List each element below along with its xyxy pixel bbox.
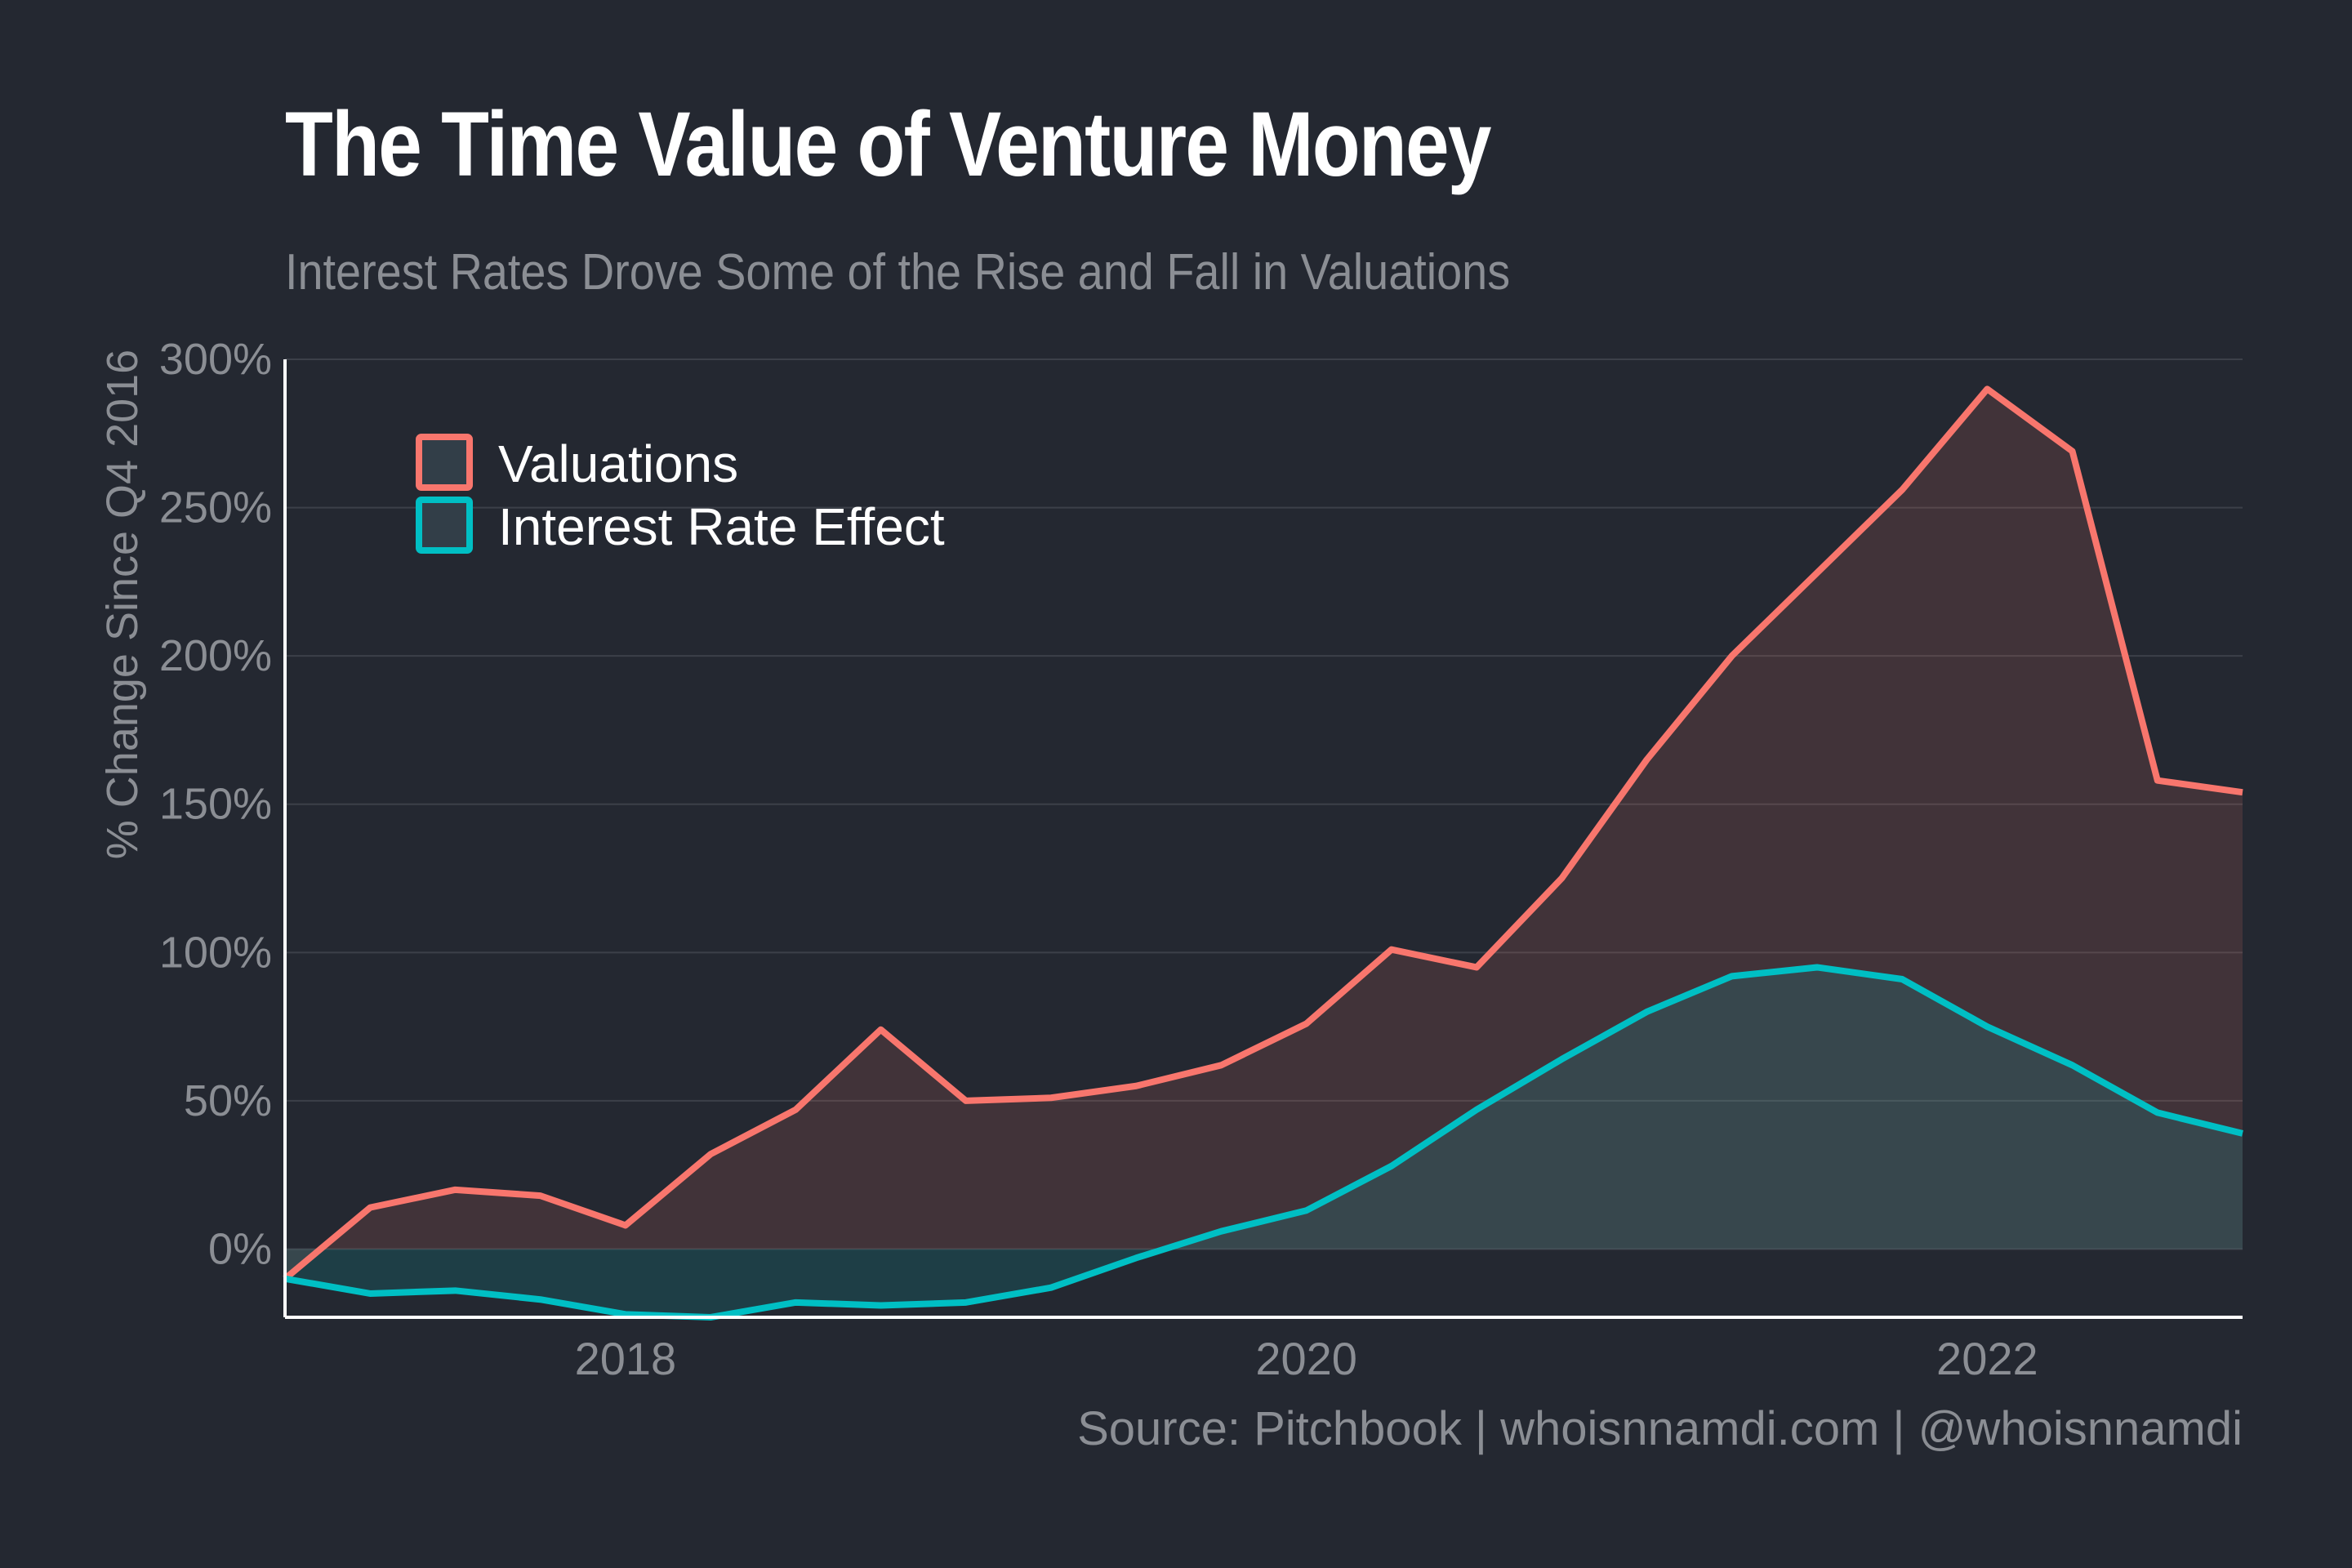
line-interest-rate-effect <box>284 964 2243 1321</box>
source-caption: Source: Pitchbook | whoisnnamdi.com | @w… <box>1077 1402 2243 1455</box>
axes <box>283 359 2243 1319</box>
y-tick-label: 150% <box>159 780 272 829</box>
y-tick-label: 0% <box>208 1224 272 1273</box>
area-interest-rate-effect <box>285 967 2243 1317</box>
y-tick-label: 50% <box>184 1076 272 1125</box>
legend-label: Valuations <box>498 434 738 493</box>
tick-labels: 0% 50% 100% 150% 200% 250% 300% 2018 2020 2022 <box>159 335 2038 1384</box>
legend-swatch <box>416 434 473 491</box>
y-tick-label: 100% <box>159 928 272 977</box>
line-valuations <box>283 385 2243 1281</box>
areas <box>285 389 2243 1317</box>
gridlines <box>285 359 2243 1250</box>
x-tick-label: 2018 <box>575 1333 677 1384</box>
chart-title: The Time Value of Venture Money <box>285 93 1491 195</box>
area-valuations <box>285 389 2243 1279</box>
y-tick-label: 250% <box>159 483 272 532</box>
chart-subtitle: Interest Rates Drove Some of the Rise an… <box>285 244 1511 301</box>
x-tick-label: 2022 <box>1936 1333 2038 1384</box>
y-tick-label: 200% <box>159 631 272 680</box>
y-axis-label: % Change Since Q4 2016 <box>98 350 147 859</box>
x-tick-label: 2020 <box>1255 1333 1357 1384</box>
series-lines <box>283 385 2243 1321</box>
legend-label: Interest Rate Effect <box>498 497 945 556</box>
y-tick-label: 300% <box>159 335 272 384</box>
legend-swatch <box>416 497 473 554</box>
